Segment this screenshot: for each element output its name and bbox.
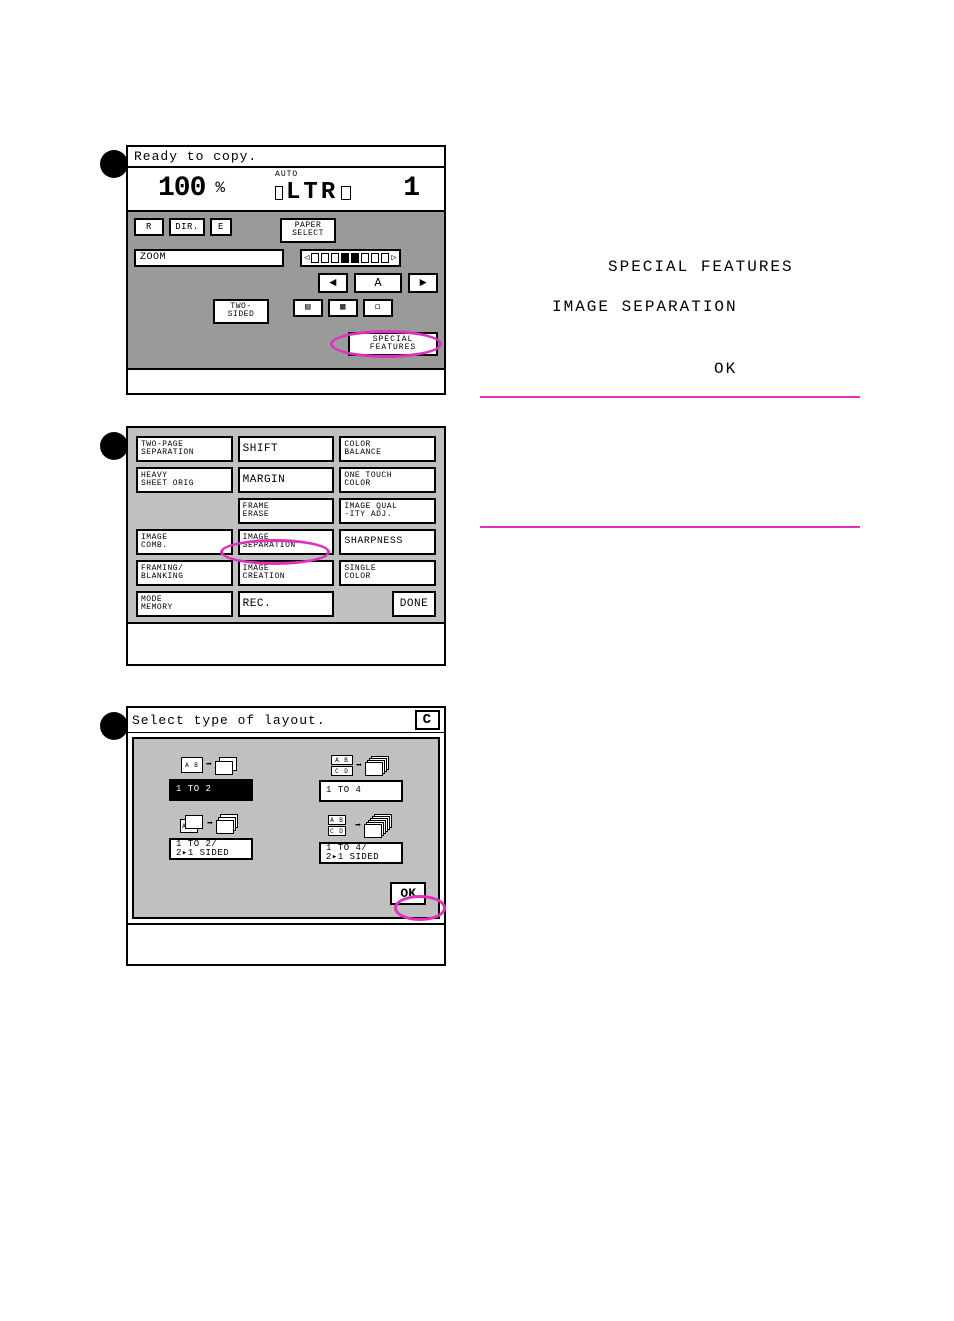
auto-density-button[interactable]: A	[354, 273, 402, 293]
density-dark-icon: ▷	[391, 253, 396, 263]
arrow-icon: ➡	[356, 760, 362, 772]
control-area: R DIR. E PAPER SELECT ZOOM ◁ ▷ ◄ A	[128, 212, 444, 368]
opt-1to4-button[interactable]: 1 TO 4	[319, 780, 403, 802]
image-creation-button[interactable]: IMAGE CREATION	[238, 560, 335, 586]
paper-select-button[interactable]: PAPER SELECT	[280, 218, 336, 243]
text-ok: OK	[714, 360, 737, 378]
density-light-icon: ◁	[304, 253, 309, 263]
stack-many-icon	[364, 814, 394, 838]
status-text: Ready to copy.	[128, 147, 444, 168]
features-grid: TWO-PAGE SEPARATION SHIFT COLOR BALANCE …	[136, 436, 436, 617]
density-bar[interactable]: ◁ ▷	[300, 249, 401, 267]
panel-select-layout: Select type of layout. C A B ➡ 1 TO 2	[126, 706, 446, 966]
zoom-value: 100	[158, 173, 205, 204]
e-button[interactable]: E	[210, 218, 232, 236]
sharpness-button[interactable]: SHARPNESS	[339, 529, 436, 555]
step-bullet-2	[100, 432, 128, 460]
arrow-icon: ➡	[355, 820, 361, 832]
opt-1to2-button[interactable]: 1 TO 2	[169, 779, 253, 801]
r-button[interactable]: R	[134, 218, 164, 236]
auto-label: AUTO	[275, 170, 298, 179]
special-features-button[interactable]: SPECIAL FEATURES	[348, 332, 438, 357]
copy-count: 1	[403, 173, 420, 204]
framing-blanking-button[interactable]: FRAMING/ BLANKING	[136, 560, 233, 586]
orig-type-2-button[interactable]: ▦	[328, 299, 358, 317]
two-page-separation-button[interactable]: TWO-PAGE SEPARATION	[136, 436, 233, 462]
panel-special-features: TWO-PAGE SEPARATION SHIFT COLOR BALANCE …	[126, 426, 446, 666]
orig-ab-top-icon: A B	[331, 755, 353, 765]
one-touch-color-button[interactable]: ONE TOUCH COLOR	[339, 467, 436, 493]
divider-2	[480, 526, 860, 528]
stack-4-icon	[365, 756, 391, 776]
mode-memory-button[interactable]: MODE MEMORY	[136, 591, 233, 617]
opt-1to2-2sided-button[interactable]: 1 TO 2/ 2▸1 SIDED	[169, 838, 253, 860]
image-separation-button[interactable]: IMAGE SEPARATION	[238, 529, 335, 555]
step-bullet-3	[100, 712, 128, 740]
zoom-unit: %	[215, 179, 225, 197]
orig-cd-icon: C D	[328, 826, 346, 836]
two-sided-button[interactable]: TWO- SIDED	[213, 299, 269, 324]
density-right-button[interactable]: ►	[408, 273, 438, 293]
arrow-icon: ➡	[207, 818, 213, 830]
text-special-features: SPECIAL FEATURES	[608, 258, 794, 276]
layout-options-grid: A B ➡ 1 TO 2 A B C D	[140, 745, 432, 874]
single-color-button[interactable]: SINGLE COLOR	[339, 560, 436, 586]
layout-opt-1to2: A B ➡ 1 TO 2	[146, 755, 276, 802]
shift-button[interactable]: SHIFT	[238, 436, 335, 462]
stack-2-icon	[215, 755, 241, 775]
done-button[interactable]: DONE	[392, 591, 436, 617]
rec-button[interactable]: REC.	[238, 591, 335, 617]
orig-ab-icon: A B	[181, 757, 203, 773]
panel-ready-to-copy: Ready to copy. 100 % AUTO LTR 1 R DIR.	[126, 145, 446, 395]
image-quality-adj-button[interactable]: IMAGE QUAL -ITY ADJ.	[339, 498, 436, 524]
paper-indicator: AUTO LTR	[275, 170, 351, 206]
page: Ready to copy. 100 % AUTO LTR 1 R DIR.	[0, 0, 954, 1321]
density-left-button[interactable]: ◄	[318, 273, 348, 293]
text-image-separation: IMAGE SEPARATION	[552, 298, 738, 316]
layout-title-text: Select type of layout.	[132, 713, 326, 728]
layout-opt-1to4-2sided: A B C D ➡ 1 TO 4/ 2▸1 SI	[296, 814, 426, 864]
layout-opt-1to2-2sided: A B ➡ 1 TO 2/ 2▸1 SIDED	[146, 814, 276, 864]
arrow-icon: ➡	[206, 759, 212, 771]
opt-1to4-2sided-button[interactable]: 1 TO 4/ 2▸1 SIDED	[319, 842, 403, 864]
zoom-button[interactable]: ZOOM	[134, 249, 284, 267]
layout-title-row: Select type of layout. C	[128, 708, 444, 733]
layout-opt-1to4: A B C D ➡ 1 TO 4	[296, 755, 426, 802]
orig-type-3-button[interactable]: ◻	[363, 299, 393, 317]
orig-cd-bot-icon: C D	[331, 766, 353, 776]
orig-type-1-button[interactable]: ▤	[293, 299, 323, 317]
orig-ab-icon: A B	[328, 815, 346, 825]
cassette-icon	[275, 186, 283, 200]
stack-3-icon	[216, 814, 242, 834]
margin-button[interactable]: MARGIN	[238, 467, 335, 493]
ok-button[interactable]: OK	[390, 882, 426, 905]
divider-1	[480, 396, 860, 398]
zoom-paper-row: 100 % AUTO LTR 1	[128, 168, 444, 212]
color-balance-button[interactable]: COLOR BALANCE	[339, 436, 436, 462]
frame-erase-button[interactable]: FRAME ERASE	[238, 498, 335, 524]
orient-icon	[341, 186, 351, 200]
clear-button[interactable]: C	[415, 710, 440, 730]
step-bullet-1	[100, 150, 128, 178]
heavy-sheet-orig-button[interactable]: HEAVY SHEET ORIG	[136, 467, 233, 493]
paper-size: LTR	[286, 179, 338, 206]
dir-button[interactable]: DIR.	[169, 218, 205, 236]
image-comb-button[interactable]: IMAGE COMB.	[136, 529, 233, 555]
